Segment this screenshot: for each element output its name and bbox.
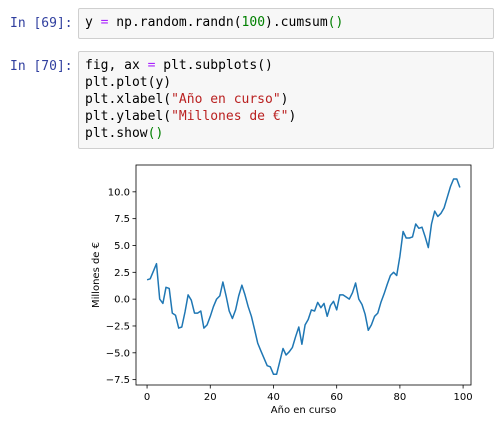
- code-line: plt.plot(y): [85, 74, 487, 91]
- y-axis-label: Millones de €: [91, 242, 102, 308]
- notebook-cell-70[interactable]: In [70]: fig, ax = plt.subplots() plt.plo…: [0, 51, 494, 149]
- x-tick-label: 40: [267, 392, 280, 403]
- x-tick-label: 60: [330, 392, 343, 403]
- series-line: [146, 178, 461, 376]
- code-line: y = np.random.randn(100).cumsum(): [85, 14, 487, 31]
- code-token: "Millones de €": [171, 109, 289, 124]
- code-token: "Año en curso": [171, 92, 281, 107]
- code-token: =: [147, 58, 156, 73]
- code-token: fig, ax: [85, 58, 148, 73]
- cell-prompt: In [69]:: [10, 16, 73, 31]
- y-tick-label: 0.0: [114, 295, 130, 306]
- code-token: 100: [241, 15, 266, 30]
- x-tick-label: 80: [394, 392, 407, 403]
- code-token: plt.ylabel(: [85, 109, 172, 124]
- code-token: =: [100, 15, 109, 30]
- x-tick-label: 20: [204, 392, 217, 403]
- y-tick-label: −2.5: [106, 321, 130, 332]
- code-token: y: [85, 15, 101, 30]
- code-token: ).cumsum: [265, 15, 328, 30]
- plot-frame: [135, 164, 472, 386]
- code-token: ): [288, 109, 297, 124]
- code-token: plt.xlabel(: [85, 92, 172, 107]
- y-tick-label: 7.5: [114, 214, 130, 225]
- code-token: (): [147, 126, 164, 141]
- code-token: (): [327, 15, 344, 30]
- y-tick-label: −5.0: [106, 348, 130, 359]
- code-input[interactable]: fig, ax = plt.subplots() plt.plot(y) plt.x…: [78, 51, 494, 149]
- y-tick-label: 10.0: [108, 187, 130, 198]
- code-token: plt.subplots(): [155, 58, 273, 73]
- cell-output: 0 20 40 60 80 100 −7.5 −5.0 −2.5 0.0 2.5 5.0 7.5 10.0…: [80, 158, 494, 423]
- code-line: plt.xlabel("Año en curso"): [85, 91, 487, 108]
- y-tick-label: 2.5: [114, 268, 130, 279]
- code-line: fig, ax = plt.subplots(): [85, 57, 487, 74]
- line-chart: 0 20 40 60 80 100 −7.5 −5.0 −2.5 0.0 2.5 5.0 7.5 10.0…: [91, 164, 473, 416]
- code-input[interactable]: y = np.random.randn(100).cumsum(): [78, 8, 494, 39]
- cell-prompt: In [70]:: [10, 59, 73, 74]
- notebook-cell-69[interactable]: In [69]: y = np.random.randn(100).cumsum…: [0, 8, 494, 39]
- code-line: plt.show(): [85, 125, 487, 142]
- x-tick-label: 0: [144, 392, 150, 403]
- x-axis-label: Año en curso: [271, 405, 336, 416]
- code-line: plt.ylabel("Millones de €"): [85, 108, 487, 125]
- code-token: plt.plot(y): [85, 75, 172, 90]
- x-tick-label: 100: [454, 392, 473, 403]
- y-tick-label: −7.5: [106, 375, 130, 386]
- code-token: np.random.randn(: [108, 15, 242, 30]
- code-token: plt.show: [85, 126, 148, 141]
- code-token: ): [280, 92, 289, 107]
- y-tick-label: 5.0: [114, 241, 130, 252]
